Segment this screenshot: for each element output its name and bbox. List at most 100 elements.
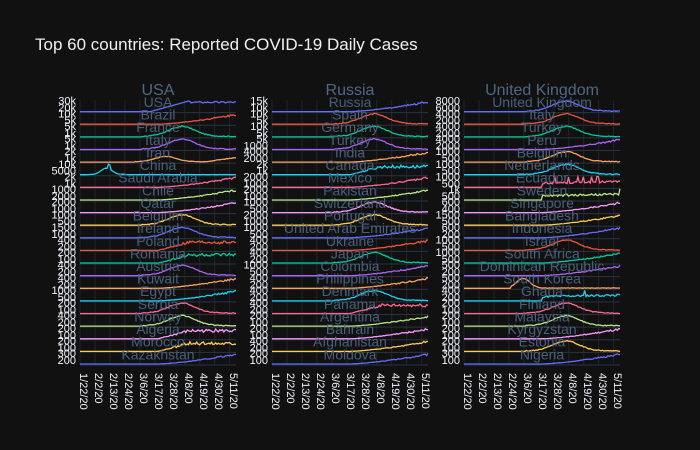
y-tick-label: 400 xyxy=(250,272,268,284)
x-tick-label: 1/22/20 xyxy=(77,373,89,410)
country-label: South Korea xyxy=(503,271,581,287)
series-line xyxy=(464,290,621,302)
series-line xyxy=(272,200,429,214)
y-tick-label: 200 xyxy=(442,292,460,304)
series-line xyxy=(80,163,236,176)
country-label: France xyxy=(136,119,180,135)
country-label: Romania xyxy=(130,245,186,261)
series-line xyxy=(80,202,237,214)
y-tick-label: 1000 xyxy=(244,260,268,272)
series-line xyxy=(272,163,429,176)
x-tick-label: 2/2/20 xyxy=(284,373,296,404)
series-line xyxy=(80,302,237,315)
country-label: Colombia xyxy=(320,258,379,274)
y-tick-label: 500 xyxy=(250,229,268,241)
y-tick-label: 400 xyxy=(250,285,268,297)
country-label: Ecuador xyxy=(516,170,568,186)
series-line xyxy=(80,340,237,353)
y-tick-label: 500 xyxy=(58,216,76,228)
y-tick-label: 200 xyxy=(442,323,460,335)
series-line xyxy=(464,339,621,353)
y-tick-label: 500 xyxy=(442,166,460,178)
y-tick-label: 30k xyxy=(58,96,76,108)
y-tick-label: 1500 xyxy=(52,222,76,234)
column-title: USA xyxy=(142,82,175,99)
series-line xyxy=(464,264,621,277)
y-tick-label: 200 xyxy=(58,335,76,347)
y-tick-label: 1000 xyxy=(436,146,460,158)
y-tick-label: 10k xyxy=(250,103,268,115)
country-label: Panama xyxy=(324,296,376,312)
series-line xyxy=(80,226,237,239)
y-tick-label: 5000 xyxy=(52,166,76,178)
x-tick-label: 3/6/20 xyxy=(137,373,149,404)
y-tick-label: 5k xyxy=(256,115,268,127)
series-line xyxy=(464,314,621,327)
series-line xyxy=(272,327,428,340)
y-tick-label: 1000 xyxy=(244,140,268,152)
y-tick-label: 1500 xyxy=(436,209,460,221)
x-tick-label: 2/24/20 xyxy=(314,373,326,410)
y-tick-label: 1k xyxy=(64,153,76,165)
y-tick-label: 1k xyxy=(64,128,76,140)
y-tick-label: 200 xyxy=(58,267,76,279)
y-tick-label: 2000 xyxy=(436,140,460,152)
country-label: United Kingdom xyxy=(492,94,592,110)
x-tick-label: 5/11/20 xyxy=(227,373,239,409)
country-label: Pakistan xyxy=(323,182,377,198)
country-label: Nigeria xyxy=(520,346,565,362)
country-label: Singapore xyxy=(510,195,574,211)
series-line xyxy=(464,277,621,289)
series-line xyxy=(80,138,237,151)
column-title: United Kingdom xyxy=(485,82,599,99)
country-label: Sweden xyxy=(517,182,568,198)
y-tick-label: 200 xyxy=(250,279,268,291)
series-line xyxy=(272,239,428,252)
y-tick-label: 1k xyxy=(256,166,268,178)
country-label: Kuwait xyxy=(137,271,179,287)
x-tick-label: 2/13/20 xyxy=(491,373,503,410)
y-tick-label: 1000 xyxy=(436,171,460,183)
y-tick-label: 2000 xyxy=(52,197,76,209)
y-tick-label: 1000 xyxy=(52,229,76,241)
series-line xyxy=(272,227,428,239)
country-label: Saudi Arabia xyxy=(118,170,198,186)
y-tick-label: 400 xyxy=(250,335,268,347)
y-tick-label: 200 xyxy=(442,335,460,347)
series-line xyxy=(272,125,429,138)
y-tick-label: 200 xyxy=(442,279,460,291)
x-tick-label: 3/28/20 xyxy=(167,373,179,410)
series-line xyxy=(464,328,620,340)
y-tick-label: 5k xyxy=(256,128,268,140)
country-label: Egypt xyxy=(140,283,176,299)
x-tick-label: 5/11/20 xyxy=(419,373,431,409)
x-tick-label: 2/2/20 xyxy=(92,373,104,404)
y-tick-label: 200 xyxy=(250,292,268,304)
country-label: Ireland xyxy=(137,220,180,236)
series-line xyxy=(80,252,237,264)
y-tick-label: 500 xyxy=(442,216,460,228)
series-line xyxy=(464,138,621,151)
series-line xyxy=(80,278,237,289)
y-tick-label: 2000 xyxy=(436,115,460,127)
series-line xyxy=(464,174,621,188)
country-label: Kyrgyzstan xyxy=(507,321,576,337)
series-line xyxy=(80,264,237,277)
series-line xyxy=(80,176,237,188)
series-line xyxy=(80,155,237,163)
y-tick-label: 200 xyxy=(250,310,268,322)
x-tick-label: 4/19/20 xyxy=(389,373,401,410)
series-line xyxy=(272,189,428,201)
chart-title: Top 60 countries: Reported COVID-19 Dail… xyxy=(35,35,418,54)
country-label: Dominican Republic xyxy=(480,258,605,274)
x-tick-label: 4/19/20 xyxy=(581,373,593,410)
series-line xyxy=(80,100,237,113)
x-tick-label: 3/6/20 xyxy=(521,373,533,404)
x-tick-label: 2/13/20 xyxy=(107,373,119,410)
x-tick-label: 2/13/20 xyxy=(299,373,311,410)
x-tick-label: 2/2/20 xyxy=(476,373,488,404)
series-line xyxy=(80,314,237,327)
y-tick-label: 2k xyxy=(256,159,268,171)
series-line xyxy=(272,340,428,353)
country-label: South Africa xyxy=(504,245,580,261)
